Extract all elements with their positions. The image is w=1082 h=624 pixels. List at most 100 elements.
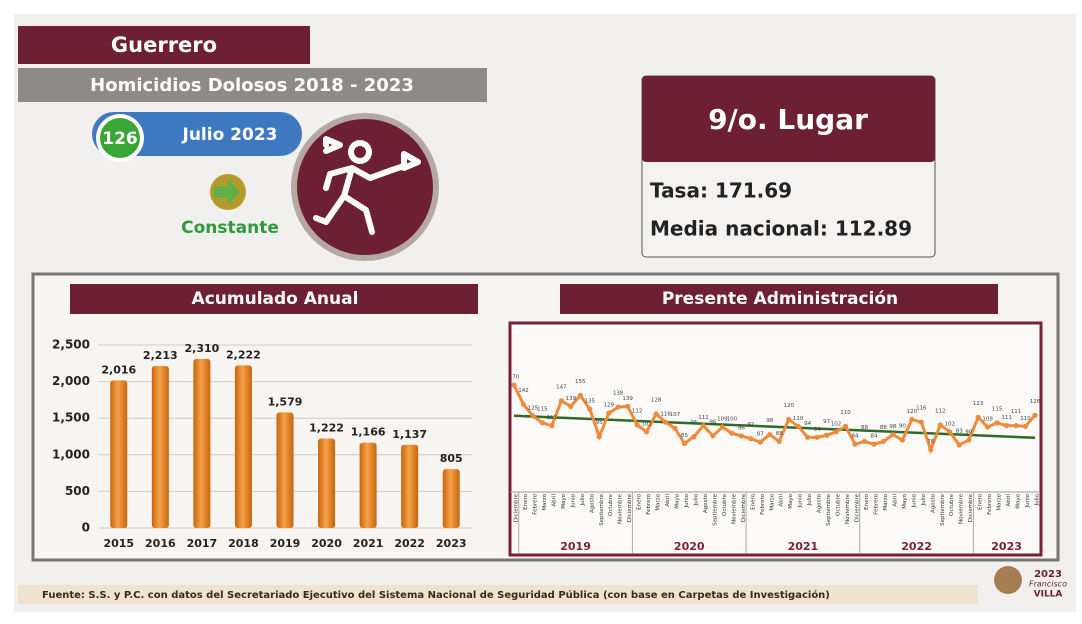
value-label: 111 — [547, 415, 558, 421]
x-tick-label: Marzo — [542, 493, 548, 510]
point — [615, 404, 621, 410]
x-tick-label: Octubre — [608, 493, 614, 516]
chart-title-bar — [560, 284, 998, 314]
x-tick-label: Enero — [637, 493, 643, 509]
point — [909, 416, 915, 423]
bar — [193, 358, 211, 528]
point — [824, 432, 830, 438]
x-tick-label: Octubre — [836, 493, 842, 516]
x-tick-label: 2017 — [187, 537, 218, 550]
x-tick-label: Noviembre — [845, 493, 851, 524]
value-label: 85 — [681, 433, 688, 439]
point — [719, 424, 726, 430]
point — [729, 430, 735, 436]
point — [899, 437, 905, 443]
value-label: 110 — [1020, 416, 1031, 422]
period: Julio 2023 — [182, 125, 278, 145]
y-tick-label: 1,500 — [52, 411, 90, 425]
x-tick-label: Julio — [1035, 493, 1041, 506]
ranking-header — [642, 76, 935, 162]
value-label: 138 — [613, 391, 624, 397]
point — [994, 420, 1000, 426]
x-tick-label: Julio — [921, 493, 927, 506]
x-tick-label: Enero — [523, 493, 529, 509]
x-tick-label: Abril — [892, 494, 898, 507]
x-tick-label: Julio — [580, 493, 586, 506]
value-label: 90 — [965, 430, 972, 436]
point — [871, 441, 877, 447]
x-tick-label: Febrero — [646, 493, 652, 514]
value-label: 139 — [566, 396, 577, 402]
y-tick-label: 0 — [82, 521, 90, 535]
subtitle-bar — [18, 68, 487, 102]
value-label: 111 — [698, 415, 709, 421]
x-tick-label: Diciembre — [968, 493, 974, 522]
bar — [110, 380, 128, 528]
x-tick-label: Agosto — [817, 493, 823, 513]
point — [625, 403, 631, 409]
value-label: 1,222 — [309, 422, 344, 435]
point — [966, 437, 972, 443]
value-label: 97 — [823, 419, 830, 425]
point — [558, 398, 564, 404]
value-label: 111 — [1001, 415, 1012, 421]
year-label: 2020 — [674, 540, 705, 553]
chart-title: Acumulado Anual — [192, 289, 359, 309]
point — [530, 413, 536, 419]
value-label: 98 — [889, 424, 896, 430]
value-label: 115 — [992, 406, 1003, 412]
trend-line — [513, 414, 1036, 440]
x-tick-label: 2016 — [145, 537, 176, 550]
value-label: 128 — [651, 397, 662, 403]
logo-icon — [994, 566, 1022, 594]
value-label: 126 — [1030, 399, 1041, 405]
x-tick-label: Febrero — [873, 493, 879, 514]
x-tick-label: Julio — [807, 493, 813, 506]
value-label: 88 — [861, 425, 868, 431]
point — [861, 438, 868, 445]
value-label: 125 — [528, 406, 539, 412]
logo-year: 2023 — [1034, 569, 1062, 580]
runner-icon — [313, 136, 421, 235]
value-label: 120 — [783, 403, 794, 409]
value-label: 95 — [596, 420, 603, 426]
bar — [276, 412, 294, 528]
value-label: 95 — [690, 420, 697, 426]
point — [691, 434, 697, 440]
point — [767, 431, 773, 438]
x-tick-label: Noviembre — [618, 493, 624, 524]
ranking-rate: Tasa: 171.69 — [650, 179, 792, 203]
value-label: 90 — [899, 424, 906, 430]
point — [880, 438, 887, 445]
x-tick-label: Diciembre — [627, 493, 633, 522]
x-tick-label: Febrero — [760, 493, 766, 514]
value-label: 139 — [622, 396, 633, 402]
x-tick-label: Enero — [864, 493, 870, 509]
x-tick-label: Diciembre — [741, 493, 747, 522]
value-label: 96 — [709, 419, 716, 425]
point — [757, 439, 763, 445]
point — [937, 422, 943, 428]
point — [975, 414, 981, 420]
trend: Constante — [181, 218, 279, 238]
value-label: 112 — [632, 408, 643, 414]
value-label: 88 — [776, 431, 783, 437]
x-tick-label: 2018 — [228, 537, 259, 550]
ranking-national: Media nacional: 112.89 — [650, 217, 912, 241]
value-label: 129 — [603, 403, 614, 409]
point — [539, 420, 546, 426]
value-label: 120 — [907, 409, 918, 415]
value-label: 110 — [840, 410, 851, 416]
point — [606, 410, 612, 416]
value-label: 102 — [641, 421, 652, 427]
point — [700, 423, 707, 429]
point — [890, 431, 896, 438]
value-label: 94 — [814, 427, 821, 433]
chart-title: Presente Administración — [662, 289, 898, 309]
value-label: 135 — [585, 399, 596, 405]
x-tick-label: Junio — [684, 493, 690, 508]
point — [985, 424, 991, 430]
bar — [318, 438, 336, 528]
x-tick-label: 2019 — [270, 537, 301, 550]
logo-surname: VILLA — [1034, 590, 1063, 600]
